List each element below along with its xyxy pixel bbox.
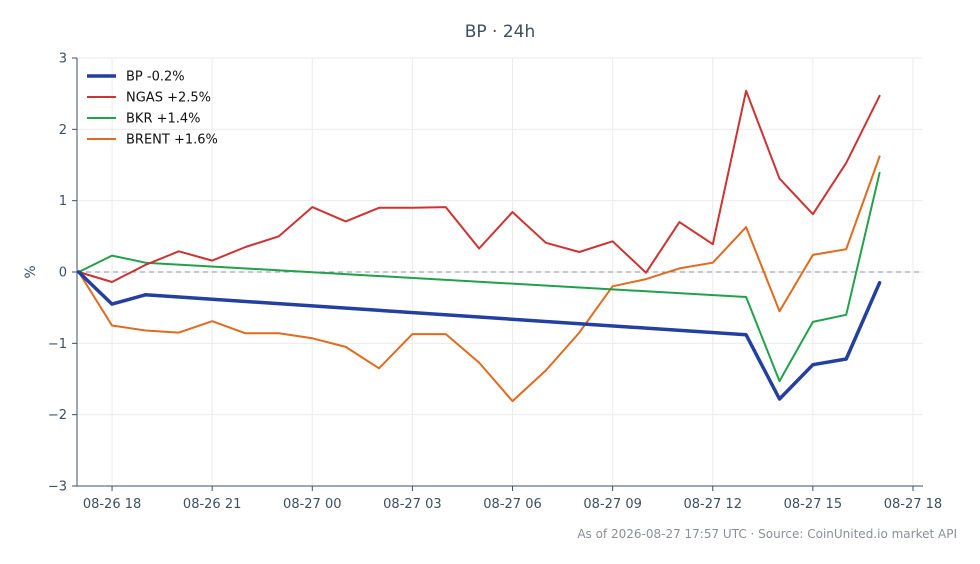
y-tick-label: 0 bbox=[59, 266, 67, 281]
y-tick-label: −3 bbox=[48, 480, 67, 495]
chart-title: BP · 24h bbox=[465, 22, 536, 42]
legend-label-ngas: NGAS +2.5% bbox=[126, 91, 211, 106]
x-tick-label: 08-27 06 bbox=[483, 497, 541, 512]
y-tick-label: −2 bbox=[48, 408, 67, 423]
x-tick-label: 08-27 09 bbox=[583, 497, 641, 512]
series-line-ngas bbox=[77, 89, 881, 283]
y-tick-label: 1 bbox=[59, 194, 67, 209]
footer-source: As of 2026-08-27 17:57 UTC · Source: Coi… bbox=[577, 527, 957, 541]
legend-label-brent: BRENT +1.6% bbox=[126, 133, 218, 148]
x-tick-label: 08-27 00 bbox=[283, 497, 341, 512]
series-group bbox=[76, 89, 882, 403]
y-axis-label: % bbox=[23, 265, 39, 278]
series-line-bkr bbox=[77, 171, 881, 383]
x-tick-label: 08-27 12 bbox=[684, 497, 742, 512]
x-tick-label: 08-26 18 bbox=[83, 497, 141, 512]
series-line-bp bbox=[76, 270, 882, 401]
x-tick-label: 08-26 21 bbox=[183, 497, 241, 512]
x-tick-label: 08-27 15 bbox=[784, 497, 842, 512]
x-tick-label: 08-27 18 bbox=[884, 497, 942, 512]
legend-label-bp: BP -0.2% bbox=[126, 70, 185, 85]
x-tick-label: 08-27 03 bbox=[383, 497, 441, 512]
y-tick-label: 2 bbox=[59, 123, 67, 138]
y-tick-label: 3 bbox=[59, 52, 67, 67]
series-line-brent bbox=[77, 155, 881, 403]
legend: BP -0.2% NGAS +2.5% BKR +1.4% BRENT +1.6% bbox=[87, 70, 218, 148]
y-tick-label: −1 bbox=[48, 337, 67, 352]
legend-label-bkr: BKR +1.4% bbox=[126, 112, 201, 127]
axes: −3 −2 −1 0 1 2 3 08-26 18 08-26 21 08-27 00 08-27 … bbox=[48, 52, 942, 513]
